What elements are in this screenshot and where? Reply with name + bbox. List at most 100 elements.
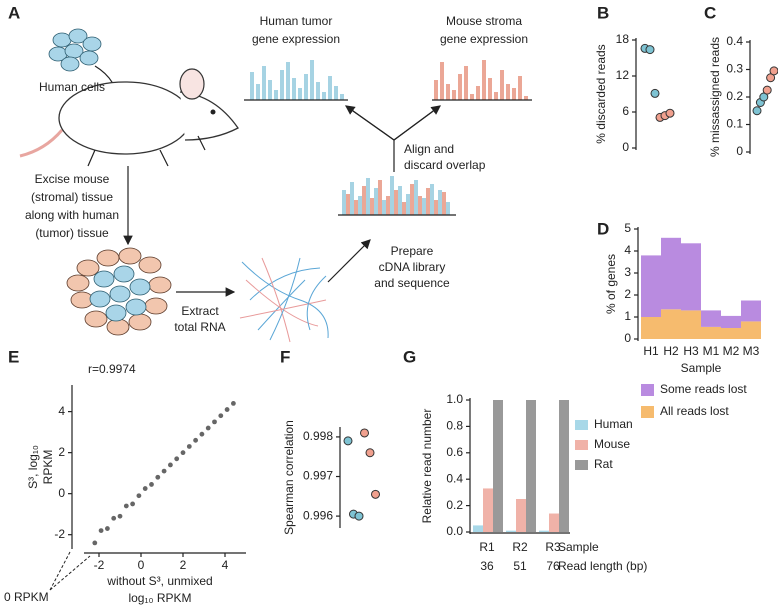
y-axis-label: S³, log₁₀ [26, 445, 40, 489]
data-point [149, 482, 154, 487]
bar [516, 499, 526, 532]
y-tick-label: 0 [58, 486, 65, 500]
bar-segment [641, 255, 661, 317]
diagram-label: Mouse stroma [446, 14, 522, 28]
data-point [117, 513, 123, 519]
data-point [111, 515, 117, 521]
data-point [354, 511, 364, 521]
data-point [155, 474, 161, 480]
y-tick-label: 0.996 [303, 508, 333, 522]
y-tick-label: 6 [622, 104, 629, 118]
bar [493, 400, 503, 532]
data-point [136, 493, 142, 499]
data-point [186, 444, 192, 449]
panel-label: D [597, 219, 609, 238]
panel-label: C [704, 3, 716, 22]
data-point [224, 407, 230, 412]
y-tick-label: 0.6 [446, 445, 463, 459]
diagram-label: along with human [25, 208, 119, 222]
y-tick-label: 12 [616, 68, 630, 82]
y-tick-label: 0.3 [726, 62, 743, 76]
legend-label: All reads lost [660, 404, 729, 418]
diagram-label: gene expression [440, 32, 528, 46]
data-point [174, 456, 180, 462]
legend-swatch [575, 420, 588, 430]
data-point [199, 431, 205, 437]
x-tick-label: H1 [643, 344, 659, 358]
y-tick-label: 0 [622, 140, 629, 154]
annotation: 0 RPKM [4, 590, 49, 604]
diagram-label: and sequence [374, 276, 450, 290]
data-point [665, 108, 675, 118]
y-tick-label: 4 [624, 243, 631, 257]
read-length: 76 [546, 559, 560, 573]
data-point [343, 436, 353, 446]
legend-label: Some reads lost [660, 382, 747, 396]
diagram-label: (tumor) tissue [35, 226, 109, 240]
y-tick-label: 0.4 [446, 471, 463, 485]
data-point [193, 437, 199, 443]
data-point [360, 428, 369, 438]
data-point [212, 419, 217, 425]
y-tick-label: 2 [624, 287, 631, 301]
y-tick-label: 0.0 [446, 524, 463, 538]
y-tick-label: 0.4 [726, 34, 743, 48]
bar-segment [641, 317, 661, 339]
x-tick-label: H2 [663, 344, 679, 358]
bar-segment [661, 237, 681, 310]
x-tick-label: -2 [94, 558, 105, 572]
bar-segment [681, 310, 701, 339]
y-tick-label: 0 [736, 144, 743, 158]
y-tick-label: 4 [58, 404, 65, 418]
y-tick-label: 18 [616, 32, 630, 46]
data-point [105, 526, 110, 531]
y-tick-label: 0.2 [726, 89, 743, 103]
x-tick-label: M3 [743, 344, 760, 358]
x-tick-label: 4 [222, 558, 229, 572]
panel-label: G [403, 347, 416, 366]
data-point [180, 450, 186, 456]
x-tick-label: 2 [180, 558, 187, 572]
data-point [650, 88, 660, 98]
data-point [168, 462, 173, 468]
diagram-label: Extract [181, 304, 219, 318]
read-length: 51 [513, 559, 527, 573]
data-point [92, 540, 98, 546]
diagram-label: Human cells [39, 80, 105, 94]
x-tick-label: M2 [723, 344, 740, 358]
y-axis-label: % missassigned reads [708, 37, 722, 157]
y-tick-label: 0.8 [446, 419, 463, 433]
diagram-label: total RNA [174, 320, 225, 334]
y-axis-label: % discarded reads [594, 44, 608, 143]
legend-swatch [641, 384, 654, 396]
data-point [762, 85, 772, 95]
y-tick-label: 3 [624, 265, 631, 279]
legend-swatch [641, 406, 654, 418]
data-point [98, 528, 104, 533]
bar [483, 488, 493, 532]
y-tick-label: 0 [624, 331, 631, 345]
annotation: r=0.9974 [88, 362, 136, 376]
panel-label: A [8, 3, 20, 22]
x-tick-label: 0 [138, 558, 145, 572]
x-axis-label: without S³, unmixed [106, 574, 212, 588]
bar-segment [701, 310, 721, 327]
bar-segment [741, 321, 761, 339]
diagram-label: Prepare [391, 244, 434, 258]
data-point [231, 401, 236, 406]
data-point [365, 448, 375, 458]
bar [506, 530, 516, 532]
x-tick-label: R3 [545, 540, 561, 554]
x-axis-label: Read length (bp) [558, 559, 647, 573]
bar [526, 400, 536, 532]
bar [549, 513, 559, 532]
data-point [205, 425, 211, 431]
y-tick-label: 1.0 [446, 392, 463, 406]
bar-segment [721, 328, 741, 339]
diagram-label: Human tumor [260, 14, 333, 28]
y-tick-label: -2 [54, 527, 65, 541]
legend-label: Mouse [594, 437, 630, 451]
y-tick-label: 0.1 [726, 117, 743, 131]
data-point [123, 503, 129, 509]
bar-segment [681, 243, 701, 311]
